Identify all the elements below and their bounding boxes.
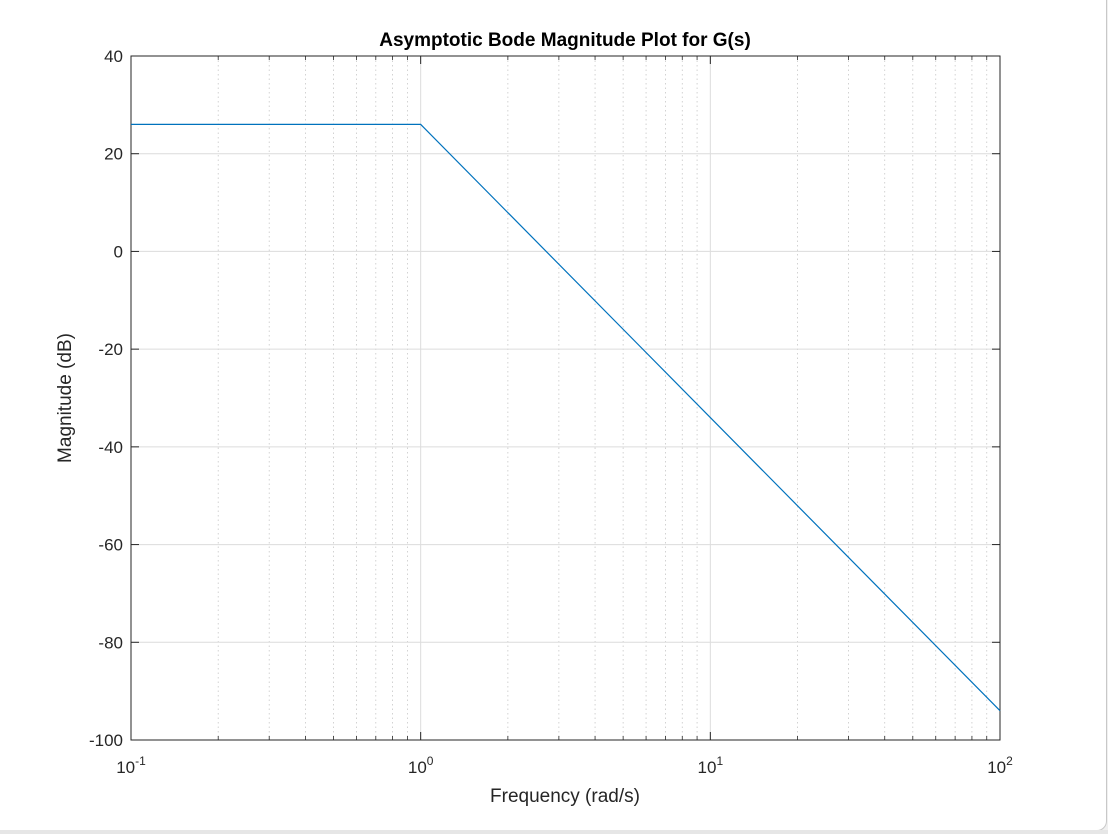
y-tick-labels: 40 20 0 -20 -40 -60 -80 -100 (89, 47, 123, 750)
y-axis-label: Magnitude (dB) (55, 333, 76, 463)
y-tick-label: -20 (98, 340, 123, 359)
x-tick-label: 101 (698, 754, 724, 777)
y-tick-label: -60 (98, 536, 123, 555)
window-edge (0, 830, 1108, 834)
asymptotic-magnitude-line (131, 123, 1001, 712)
x-tick-label: 102 (987, 754, 1013, 777)
x-axis-label: Frequency (rad/s) (490, 786, 640, 807)
y-tick-label: -100 (89, 731, 123, 750)
y-tick-label: -80 (98, 633, 123, 652)
y-tick-label: 40 (104, 47, 123, 66)
grid (130, 55, 1001, 741)
axis-ticks (130, 55, 1001, 741)
series-layer (131, 123, 1001, 712)
y-tick-label: 0 (114, 242, 123, 261)
axes-box (130, 55, 1001, 741)
y-tick-label: 20 (104, 145, 123, 164)
x-tick-label: 100 (408, 754, 434, 777)
chart-title: Asymptotic Bode Magnitude Plot for G(s) (379, 30, 751, 51)
y-tick-label: -40 (98, 438, 123, 457)
x-tick-label: 10-1 (116, 754, 146, 777)
x-tick-labels: 10-1 100 101 102 (116, 754, 1013, 777)
